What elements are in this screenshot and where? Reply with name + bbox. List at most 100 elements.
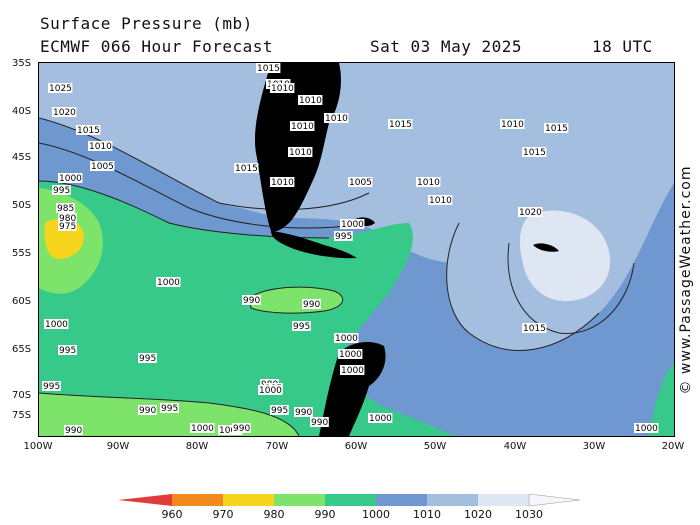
isobar-label-bg [522, 323, 547, 333]
isobar-label: 995 [161, 404, 178, 414]
band-990-1000-east [649, 363, 674, 436]
isobar-label-bg [294, 407, 313, 417]
isobar-label: 975 [59, 222, 76, 232]
isobar-label: 1010 [271, 84, 294, 94]
isobar-label: 1020 [53, 108, 76, 118]
isobar-label: 1000 [341, 366, 364, 376]
isobar-label: 1015 [545, 124, 568, 134]
isobar-label-bg [48, 83, 73, 93]
lon-label: 90W [106, 441, 130, 452]
isobar-label: 995 [271, 406, 288, 416]
isobar-label-bg [544, 123, 569, 133]
isobar-label: 1000 [59, 174, 82, 184]
legend-tick-label: 970 [212, 508, 234, 521]
forecast-date: Sat 03 May 2025 [370, 37, 522, 56]
isobar-label-bg [340, 365, 365, 375]
isobar-label-bg [518, 207, 543, 217]
isobar-label-bg [290, 121, 315, 131]
isobar-label-bg [310, 417, 329, 427]
isobar-label: 1010 [291, 122, 314, 132]
lat-label: 75S [12, 410, 32, 421]
isobar-label-bg [302, 299, 321, 309]
isobar-label-bg [156, 277, 181, 287]
isobar-label-bg [258, 385, 283, 395]
isobar-label: 995 [293, 322, 310, 332]
isobar-label-bg [340, 219, 365, 229]
lon-label: 20W [661, 441, 685, 452]
isobar-label: 1000 [45, 320, 68, 330]
isobar-label: 1000 [259, 386, 282, 396]
isobar-label-bg [256, 63, 281, 73]
isobar-label: 1005 [349, 178, 372, 188]
lon-label: 40W [503, 441, 527, 452]
isobar-label: 995 [139, 354, 156, 364]
isobar-label: 1000 [635, 424, 658, 434]
isobar-label-bg [234, 163, 259, 173]
isobar-label: 1010 [325, 114, 348, 124]
isobar-label: 1000 [219, 426, 242, 436]
isobar-label: 1010 [289, 148, 312, 158]
isobar-label: 995 [43, 382, 60, 392]
credit-text: © www.PassageWeather.com [678, 165, 694, 395]
legend-990-1000 [325, 494, 376, 506]
isobar-label: 985 [57, 204, 74, 214]
pressure-map: 1025 1020 1015 1010 1005 1000 995 985 980 975 1015… [38, 62, 675, 437]
isobar-label-bg [160, 403, 179, 413]
isobar-label: 990 [65, 426, 82, 436]
isobar-label-bg [44, 319, 69, 329]
isobar-label-bg [138, 353, 157, 363]
band-1010-1020-main [49, 63, 674, 263]
legend-tick-label: 1020 [464, 508, 492, 521]
lon-label: 60W [344, 441, 368, 452]
isobar-label: 1010 [271, 178, 294, 188]
isobar-label-bg [58, 221, 77, 231]
lat-label: 55S [12, 248, 32, 259]
antarctic-peninsula [319, 342, 386, 436]
isobar-label: 1000 [369, 414, 392, 424]
isobar-label-bg [368, 413, 393, 423]
isobar-label: 995 [53, 186, 70, 196]
isobar-label-bg [218, 425, 243, 435]
lat-label: 60S [12, 296, 32, 307]
isobar-label-bg [58, 173, 83, 183]
legend-970-980 [223, 494, 274, 506]
isobar-label: 1015 [389, 120, 412, 130]
map-canvas: 1025102010151010100510009959859809751015… [39, 63, 674, 436]
forecast-time: 18 UTC [592, 37, 653, 56]
isobar-label-bg [634, 423, 659, 433]
isobar-label-bg [58, 345, 77, 355]
isobar-label: 1000 [339, 350, 362, 360]
legend-tick-label: 990 [314, 508, 336, 521]
isobar-label-bg [334, 333, 359, 343]
legend-tick-label: 1030 [515, 508, 543, 521]
legend-high-arrow [528, 493, 580, 507]
isobar-label-bg [232, 423, 251, 433]
lat-label: 45S [12, 152, 32, 163]
isobar-label: 995 [335, 232, 352, 242]
legend-1020-1030 [478, 494, 529, 506]
isobar-label: 1015 [523, 148, 546, 158]
isobar-label: 1010 [429, 196, 452, 206]
isobar-label-bg [288, 147, 313, 157]
lon-label: 30W [582, 441, 606, 452]
isobar-label-bg [52, 107, 77, 117]
isobar-label: 1010 [501, 120, 524, 130]
isobar-label: 1015 [523, 324, 546, 334]
isobar-label-bg [76, 125, 101, 135]
pressure-legend [118, 493, 580, 507]
isobar-label-layer: 1025102010151010100510009959859809751015… [42, 63, 659, 436]
forecast-model: ECMWF 066 Hour Forecast [40, 37, 274, 56]
isobar-label-bg [56, 203, 75, 213]
isobar-label-bg [58, 213, 77, 223]
isobar-label-bg [416, 177, 441, 187]
site-credit: © www.PassageWeather.com [676, 150, 696, 410]
isobar-label-bg [190, 423, 215, 433]
lat-label: 65S [12, 344, 32, 355]
isobar-label: 1000 [191, 424, 214, 434]
isobar-label: 1025 [49, 84, 72, 94]
isobar-label: 1010 [299, 96, 322, 106]
south-georgia [533, 243, 559, 252]
isobar-label-bg [292, 321, 311, 331]
isobar-label-bg [334, 231, 353, 241]
legend-tick-label: 1000 [362, 508, 390, 521]
